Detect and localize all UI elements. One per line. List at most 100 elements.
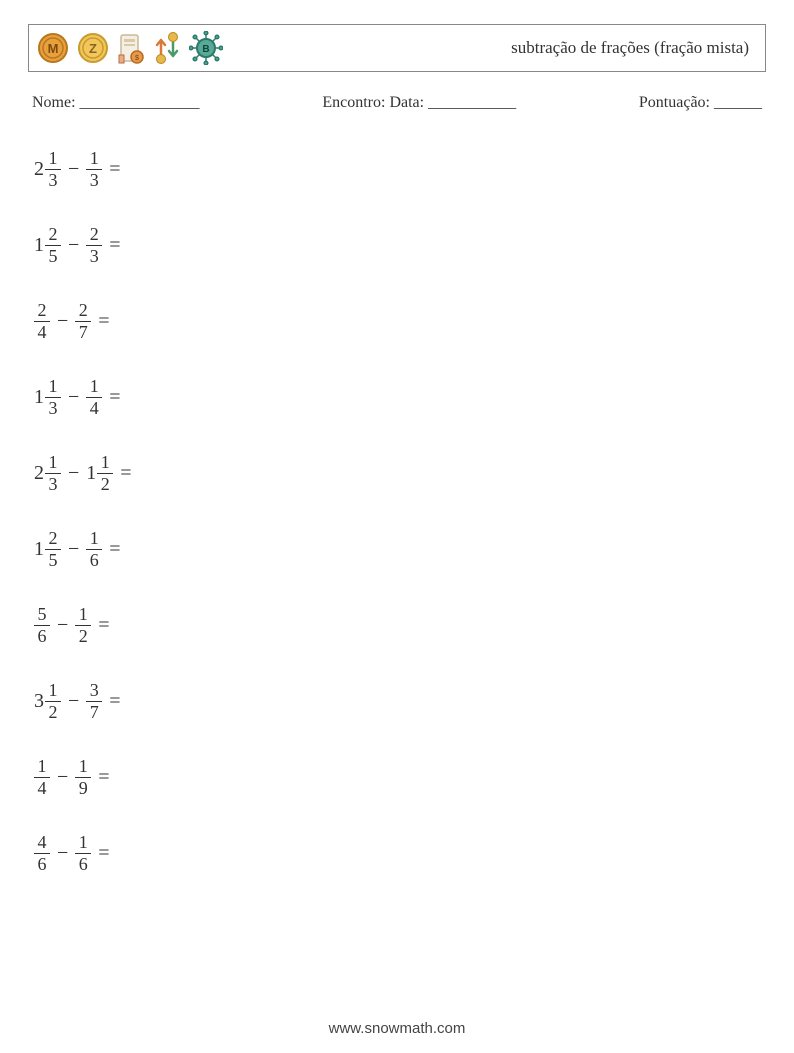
operand-a-numerator: 1 [45,149,61,170]
operator: − [57,842,68,865]
operator: − [57,310,68,333]
pontuacao-field: Pontuação: ______ [639,94,762,112]
svg-text:M: M [48,41,59,56]
operand-a-denominator: 3 [45,170,61,190]
operand-a-denominator: 2 [45,702,61,722]
svg-text:B: B [202,44,209,55]
operand-a-numerator: 2 [34,301,50,322]
operator: − [68,158,79,181]
operand-b-fraction: 12 [97,453,113,494]
operand-a-numerator: 2 [45,529,61,550]
operand-a-fraction: 24 [34,301,50,342]
problem-row: 46−16= [34,830,766,876]
operand-a-denominator: 5 [45,246,61,266]
problem-row: 213−112= [34,450,766,496]
operator: − [68,538,79,561]
operand-a-fraction: 25 [45,225,61,266]
equals-sign: = [98,614,109,637]
equals-sign: = [109,538,120,561]
operand-b-numerator: 3 [86,681,102,702]
operand-a-numerator: 1 [45,453,61,474]
operand-b-fraction: 14 [86,377,102,418]
operand-b-denominator: 7 [75,322,91,342]
operand-a-whole: 1 [34,538,44,561]
operand-b-denominator: 3 [86,246,102,266]
operand-b-denominator: 3 [86,170,102,190]
operand-a-denominator: 4 [34,322,50,342]
info-row: Nome: _______________ Encontro: Data: __… [28,94,766,112]
header-box: M Z $ [28,24,766,72]
operand-a-fraction: 14 [34,757,50,798]
operand-a-numerator: 1 [45,377,61,398]
equals-sign: = [98,766,109,789]
equals-sign: = [109,690,120,713]
problem-row: 14−19= [34,754,766,800]
problem-row: 56−12 = [34,602,766,648]
operand-b-denominator: 6 [75,854,91,874]
operand-a-whole: 1 [34,386,44,409]
operand-b-denominator: 7 [86,702,102,722]
operand-a-denominator: 3 [45,474,61,494]
svg-text:Z: Z [89,41,97,56]
problems-list: 213−13=125−23=24−27=113−14=213−112=125−1… [28,146,766,876]
problem-row: 125−16= [34,526,766,572]
problem-row: 312−37= [34,678,766,724]
worksheet-page: M Z $ [0,0,794,1053]
operand-b-fraction: 37 [86,681,102,722]
operand-b-denominator: 9 [75,778,91,798]
operand-a-fraction: 13 [45,149,61,190]
coin-z-icon: Z [77,32,109,64]
operand-a-whole: 2 [34,462,44,485]
operand-b-fraction: 12 [75,605,91,646]
operand-b-denominator: 4 [86,398,102,418]
nome-field: Nome: _______________ [32,94,200,112]
operand-b-numerator: 2 [86,225,102,246]
problem-row: 24−27= [34,298,766,344]
arrows-coins-icon [153,31,181,65]
operand-a-whole: 3 [34,690,44,713]
operator: − [57,766,68,789]
operand-b-whole: 1 [86,462,96,485]
operand-a-fraction: 13 [45,377,61,418]
operand-b-fraction: 27 [75,301,91,342]
operand-a-denominator: 6 [34,626,50,646]
operand-a-fraction: 13 [45,453,61,494]
operator: − [68,386,79,409]
encontro-field: Encontro: Data: ___________ [322,94,516,112]
operand-a-whole: 1 [34,234,44,257]
problem-row: 125−23= [34,222,766,268]
operand-b-denominator: 2 [97,474,113,494]
operand-b-numerator: 1 [75,605,91,626]
operand-a-numerator: 2 [45,225,61,246]
operand-a-whole: 2 [34,158,44,181]
operand-b-denominator: 6 [86,550,102,570]
header-icons: M Z $ [37,31,223,65]
problem-row: 113−14= [34,374,766,420]
equals-sign: = [109,386,120,409]
operand-b-numerator: 2 [75,301,91,322]
operator: − [68,234,79,257]
svg-text:$: $ [135,55,139,62]
operand-a-fraction: 12 [45,681,61,722]
operand-b-denominator: 2 [75,626,91,646]
operand-a-denominator: 5 [45,550,61,570]
operator: − [68,462,79,485]
worksheet-title: subtração de frações (fração mista) [511,38,749,58]
coin-m-icon: M [37,32,69,64]
operand-a-numerator: 4 [34,833,50,854]
operand-a-numerator: 1 [45,681,61,702]
operand-a-denominator: 6 [34,854,50,874]
operator: − [68,690,79,713]
operand-b-fraction: 16 [75,833,91,874]
footer-url: www.snowmath.com [0,1020,794,1037]
operand-a-numerator: 5 [34,605,50,626]
operand-b-numerator: 1 [86,529,102,550]
operand-a-numerator: 1 [34,757,50,778]
operand-a-fraction: 25 [45,529,61,570]
operand-b-numerator: 1 [75,757,91,778]
operator: − [57,614,68,637]
operand-a-denominator: 4 [34,778,50,798]
operand-b-numerator: 1 [86,149,102,170]
operand-b-fraction: 16 [86,529,102,570]
equals-sign: = [109,158,120,181]
